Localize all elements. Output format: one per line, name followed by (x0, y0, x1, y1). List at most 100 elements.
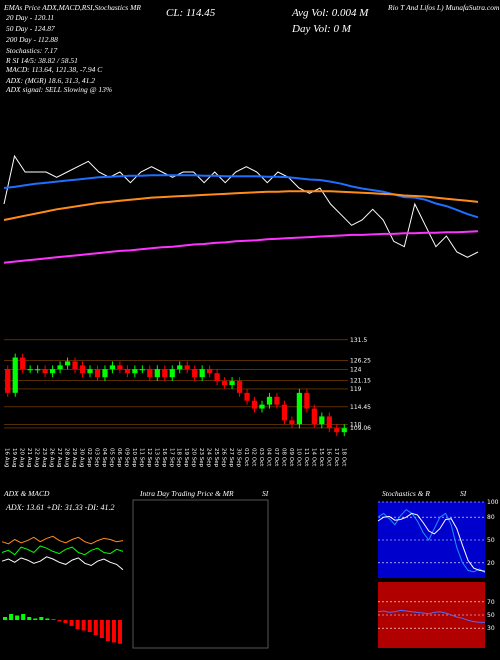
y-tick-label: 131.5 (350, 337, 367, 344)
panel-title: ADX & MACD (3, 489, 50, 498)
bar (105, 620, 110, 641)
panel-title: Stochastics & R (382, 489, 430, 498)
y-tick-label: 50 (487, 537, 495, 544)
x-tick-label: 04 Oct (265, 448, 271, 467)
candle-body (72, 361, 78, 370)
candle-body (109, 365, 116, 370)
candle-body (207, 369, 213, 374)
candle-body (147, 369, 153, 378)
header-line: 200 Day - 112.88 (6, 35, 58, 44)
bar (81, 620, 86, 631)
avg-vol: Avg Vol: 0.004 M (291, 7, 369, 19)
y-tick-label: 30 (487, 625, 495, 632)
header-line: Stochastics: 7.17 (6, 46, 57, 55)
bar (87, 620, 92, 632)
x-tick-label: 26 Sep (221, 448, 227, 468)
candle-body (154, 369, 160, 378)
candle-body (289, 420, 295, 425)
series-line (3, 154, 479, 258)
bar (27, 617, 32, 620)
y-tick-label: 20 (487, 560, 495, 567)
candle-body (281, 404, 288, 421)
x-tick-label: 27 Sep (228, 448, 234, 468)
day-vol: Day Vol: 0 M (291, 23, 352, 35)
candle-body (102, 369, 108, 378)
x-tick-label: 04 Sep (101, 448, 107, 468)
candle-body (184, 365, 190, 370)
series-line (1, 545, 124, 556)
y-tick-label: 124 (350, 366, 362, 373)
x-tick-label: 20 Sep (191, 448, 197, 468)
x-tick-label: 08 Oct (280, 448, 286, 467)
candle-body (274, 396, 280, 405)
candle-body (132, 369, 138, 374)
candle-body (12, 357, 18, 393)
x-tick-label: 07 Oct (273, 448, 279, 467)
bar (33, 618, 38, 620)
candle-body (296, 392, 303, 425)
panel-subtitle: ADX: 13.61 +DI: 31.33 -DI: 41.2 (5, 503, 115, 512)
candle-body (177, 365, 183, 370)
candle-body (319, 416, 325, 425)
close-price: CL: 114.45 (166, 7, 216, 19)
y-tick-label: 100 (487, 499, 499, 506)
bar (69, 620, 74, 626)
x-tick-label: 02 Oct (251, 448, 257, 467)
x-tick-label: 28 Aug (64, 448, 70, 468)
x-tick-label: 06 Sep (116, 448, 122, 468)
candle-body (192, 369, 198, 378)
candle-body (5, 369, 11, 393)
bar (63, 620, 68, 623)
x-tick-label: 27 Aug (56, 448, 62, 468)
x-tick-label: 13 Sep (153, 448, 159, 468)
candle-body (266, 396, 273, 405)
candle-body (27, 369, 33, 371)
x-tick-label: 29 Aug (71, 448, 77, 468)
series-line (377, 609, 486, 623)
x-tick-label: 14 Oct (310, 448, 316, 467)
header-line: MACD: 113.64, 121.38, -7.94 C (5, 65, 103, 74)
candle-body (341, 428, 347, 433)
candle-body (35, 369, 41, 371)
bar (57, 620, 62, 622)
x-tick-label: 11 Sep (138, 448, 144, 468)
x-tick-label: 25 Sep (213, 448, 219, 468)
x-tick-label: 18 Oct (340, 448, 346, 467)
bar (75, 620, 80, 629)
series-line (3, 230, 479, 264)
candle-body (79, 365, 86, 374)
candle-body (94, 369, 101, 378)
bar (3, 617, 8, 620)
candle-body (229, 381, 235, 385)
series-line (377, 512, 486, 572)
x-tick-label: 26 Aug (49, 448, 55, 468)
x-tick-label: 24 Sep (206, 448, 212, 468)
candle-body (42, 369, 48, 374)
header-line: ADX signal: SELL Slowing @ 13% (5, 85, 112, 94)
candle-body (64, 361, 71, 366)
series-line (3, 190, 479, 221)
panel-subtitle: SI (262, 489, 269, 498)
x-tick-label: 18 Sep (176, 448, 182, 468)
candle-body (251, 400, 258, 409)
x-tick-label: 17 Sep (168, 448, 174, 468)
x-tick-label: 22 Aug (34, 448, 40, 468)
bar (45, 618, 50, 620)
bar (111, 620, 116, 643)
x-tick-label: 19 Aug (11, 448, 17, 468)
header-top: EMAs Price ADX,MACD,RSI,Stochastics MR (3, 3, 141, 12)
x-tick-label: 16 Sep (161, 448, 167, 468)
candle-body (304, 392, 310, 409)
candle-body (259, 404, 265, 409)
x-tick-label: 23 Aug (41, 448, 47, 468)
x-tick-label: 11 Oct (303, 448, 309, 467)
y-tick-label: 50 (487, 612, 495, 619)
panel-frame (132, 499, 269, 649)
x-tick-label: 10 Sep (131, 448, 137, 468)
series-line (377, 508, 486, 574)
x-tick-label: 10 Oct (295, 448, 301, 467)
x-tick-label: 03 Sep (93, 448, 99, 468)
y-tick-label: 114.45 (350, 404, 371, 411)
candle-body (49, 369, 56, 374)
